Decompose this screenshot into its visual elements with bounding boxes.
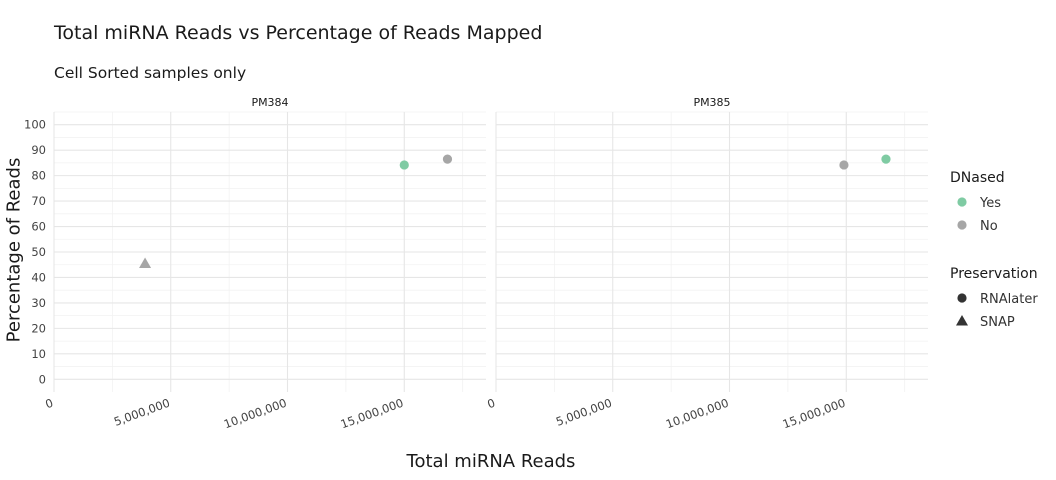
facet-label-pm385: PM385 <box>693 96 730 109</box>
data-point-pm385 <box>839 160 849 170</box>
y-tick-label: 60 <box>31 220 46 234</box>
legend-title-preservation: Preservation <box>950 266 1038 282</box>
legend-key-no <box>957 220 967 230</box>
legend-label-yes: Yes <box>979 196 1001 211</box>
data-point-pm385 <box>881 154 891 164</box>
y-tick-label: 0 <box>39 372 46 386</box>
y-tick-label: 70 <box>31 194 46 208</box>
legend-title-dnased: DNased <box>950 170 1005 186</box>
x-tick-label: 0 <box>43 396 55 412</box>
data-point-pm384 <box>139 257 152 268</box>
x-tick-label: 10,000,000 <box>222 396 289 432</box>
chart-title: Total miRNA Reads vs Percentage of Reads… <box>54 22 543 44</box>
y-tick-label: 100 <box>24 118 46 132</box>
data-point-pm384 <box>442 154 453 164</box>
y-tick-label: 10 <box>31 347 46 361</box>
y-tick-label: 30 <box>31 296 46 310</box>
x-tick-label: 5,000,000 <box>112 396 172 429</box>
legend-label-no: No <box>980 219 998 234</box>
y-tick-label: 90 <box>31 143 46 157</box>
x-tick-label: 0 <box>485 396 497 412</box>
x-axis-title: Total miRNA Reads <box>406 451 576 472</box>
legend-label-rnalater: RNAlater <box>980 292 1038 307</box>
chart-subtitle: Cell Sorted samples only <box>54 64 247 82</box>
x-tick-label: 15,000,000 <box>781 396 848 432</box>
x-tick-label: 10,000,000 <box>664 396 731 432</box>
y-tick-label: 80 <box>31 169 46 183</box>
legend-key-snap <box>956 315 968 326</box>
y-tick-label: 20 <box>31 321 46 335</box>
x-tick-label: 5,000,000 <box>554 396 614 429</box>
y-tick-label: 50 <box>31 245 46 259</box>
legend-label-snap: SNAP <box>980 315 1015 330</box>
x-tick-label: 15,000,000 <box>339 396 406 432</box>
facet-label-pm384: PM384 <box>251 96 288 109</box>
data-point-pm384 <box>399 160 409 170</box>
legend-key-yes <box>957 197 967 207</box>
y-tick-label: 40 <box>31 270 46 284</box>
legend-key-rnalater <box>957 293 967 303</box>
